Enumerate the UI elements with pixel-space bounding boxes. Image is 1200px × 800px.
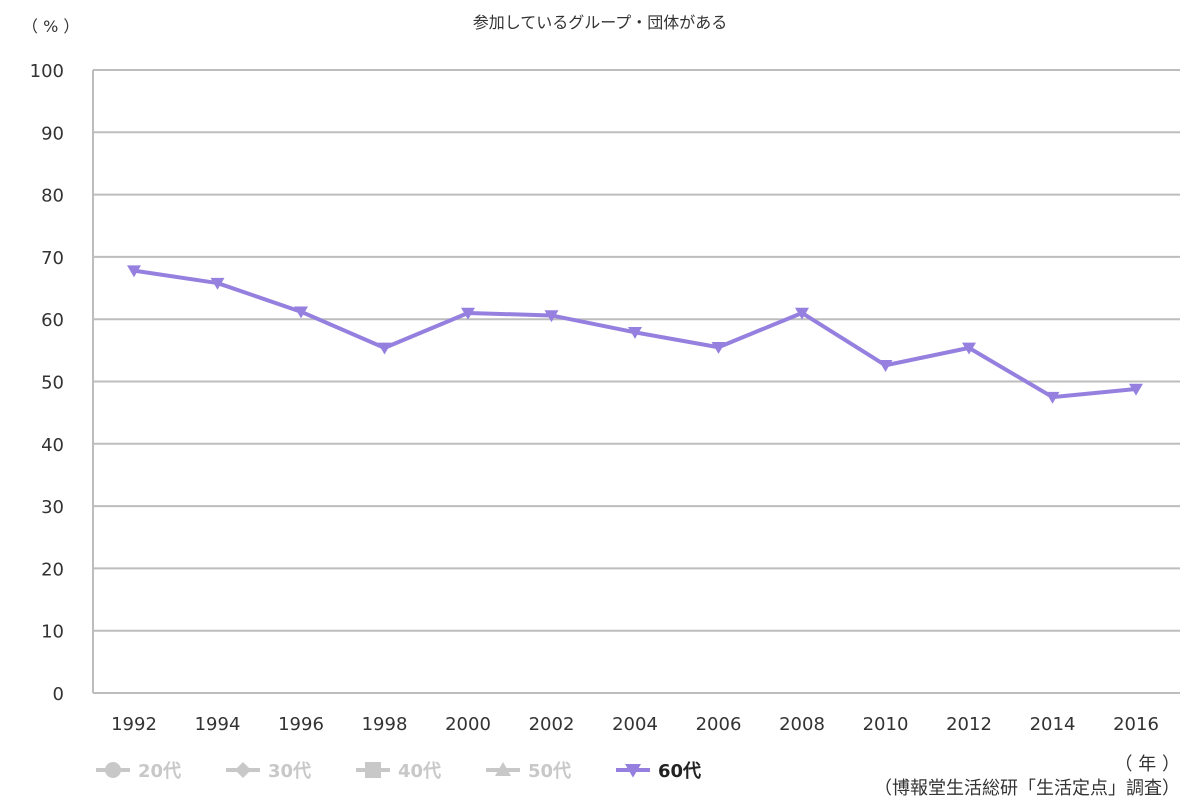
legend-item: 30代 bbox=[226, 761, 311, 782]
diamond-marker-icon bbox=[235, 762, 251, 778]
triangle-down-marker-icon bbox=[625, 764, 641, 778]
data-point bbox=[461, 307, 475, 320]
legend-item: 20代 bbox=[96, 761, 181, 782]
y-tick-label: 50 bbox=[41, 373, 64, 394]
y-axis-label: （ % ） bbox=[22, 17, 79, 36]
legend-label: 30代 bbox=[268, 761, 311, 782]
x-tick-label: 2006 bbox=[696, 714, 742, 735]
x-tick-label: 2000 bbox=[445, 714, 491, 735]
data-point bbox=[544, 310, 559, 323]
data-point bbox=[210, 277, 225, 290]
x-tick-label: 1992 bbox=[111, 714, 157, 735]
data-point bbox=[127, 265, 141, 278]
y-tick-label: 0 bbox=[53, 684, 64, 705]
triangle-up-marker-icon bbox=[495, 762, 511, 776]
x-tick-label: 2012 bbox=[946, 714, 992, 735]
legend-label: 20代 bbox=[138, 761, 181, 782]
legend-item: 50代 bbox=[486, 761, 571, 782]
x-tick-label: 2008 bbox=[779, 714, 825, 735]
legend-item: 40代 bbox=[356, 761, 441, 782]
y-tick-label: 20 bbox=[41, 559, 64, 580]
y-tick-label: 100 bbox=[30, 61, 64, 82]
data-point bbox=[962, 342, 976, 355]
chart-title: 参加しているグループ・団体がある bbox=[473, 13, 728, 32]
data-point bbox=[1129, 383, 1143, 396]
y-tick-label: 40 bbox=[41, 435, 64, 456]
data-point bbox=[377, 342, 392, 355]
data-point bbox=[795, 307, 809, 320]
data-point bbox=[628, 327, 642, 339]
x-tick-label: 1994 bbox=[195, 714, 241, 735]
square-marker-icon bbox=[365, 762, 381, 778]
x-tick-label: 2014 bbox=[1030, 714, 1076, 735]
y-tick-label: 80 bbox=[41, 186, 64, 207]
data-point bbox=[711, 341, 726, 354]
data-point bbox=[1045, 391, 1060, 404]
x-tick-label: 1996 bbox=[278, 714, 324, 735]
x-tick-label: 2010 bbox=[863, 714, 909, 735]
y-tick-label: 90 bbox=[41, 123, 64, 144]
data-point bbox=[878, 360, 893, 372]
legend-item: 60代 bbox=[616, 761, 701, 782]
legend-label: 50代 bbox=[528, 761, 571, 782]
x-tick-label: 2016 bbox=[1113, 714, 1159, 735]
x-axis-label: （ 年 ） bbox=[1115, 754, 1180, 775]
legend-label: 60代 bbox=[658, 761, 701, 782]
y-tick-label: 30 bbox=[41, 497, 64, 518]
y-tick-label: 10 bbox=[41, 622, 64, 643]
source-note: （博報堂生活総研「生活定点」調査） bbox=[874, 778, 1180, 799]
x-tick-label: 2004 bbox=[612, 714, 658, 735]
circle-marker-icon bbox=[105, 762, 121, 778]
y-tick-label: 60 bbox=[41, 310, 64, 331]
legend-label: 40代 bbox=[398, 761, 441, 782]
data-point bbox=[294, 306, 308, 319]
y-tick-label: 70 bbox=[41, 248, 64, 269]
x-tick-label: 1998 bbox=[362, 714, 408, 735]
x-tick-label: 2002 bbox=[529, 714, 575, 735]
